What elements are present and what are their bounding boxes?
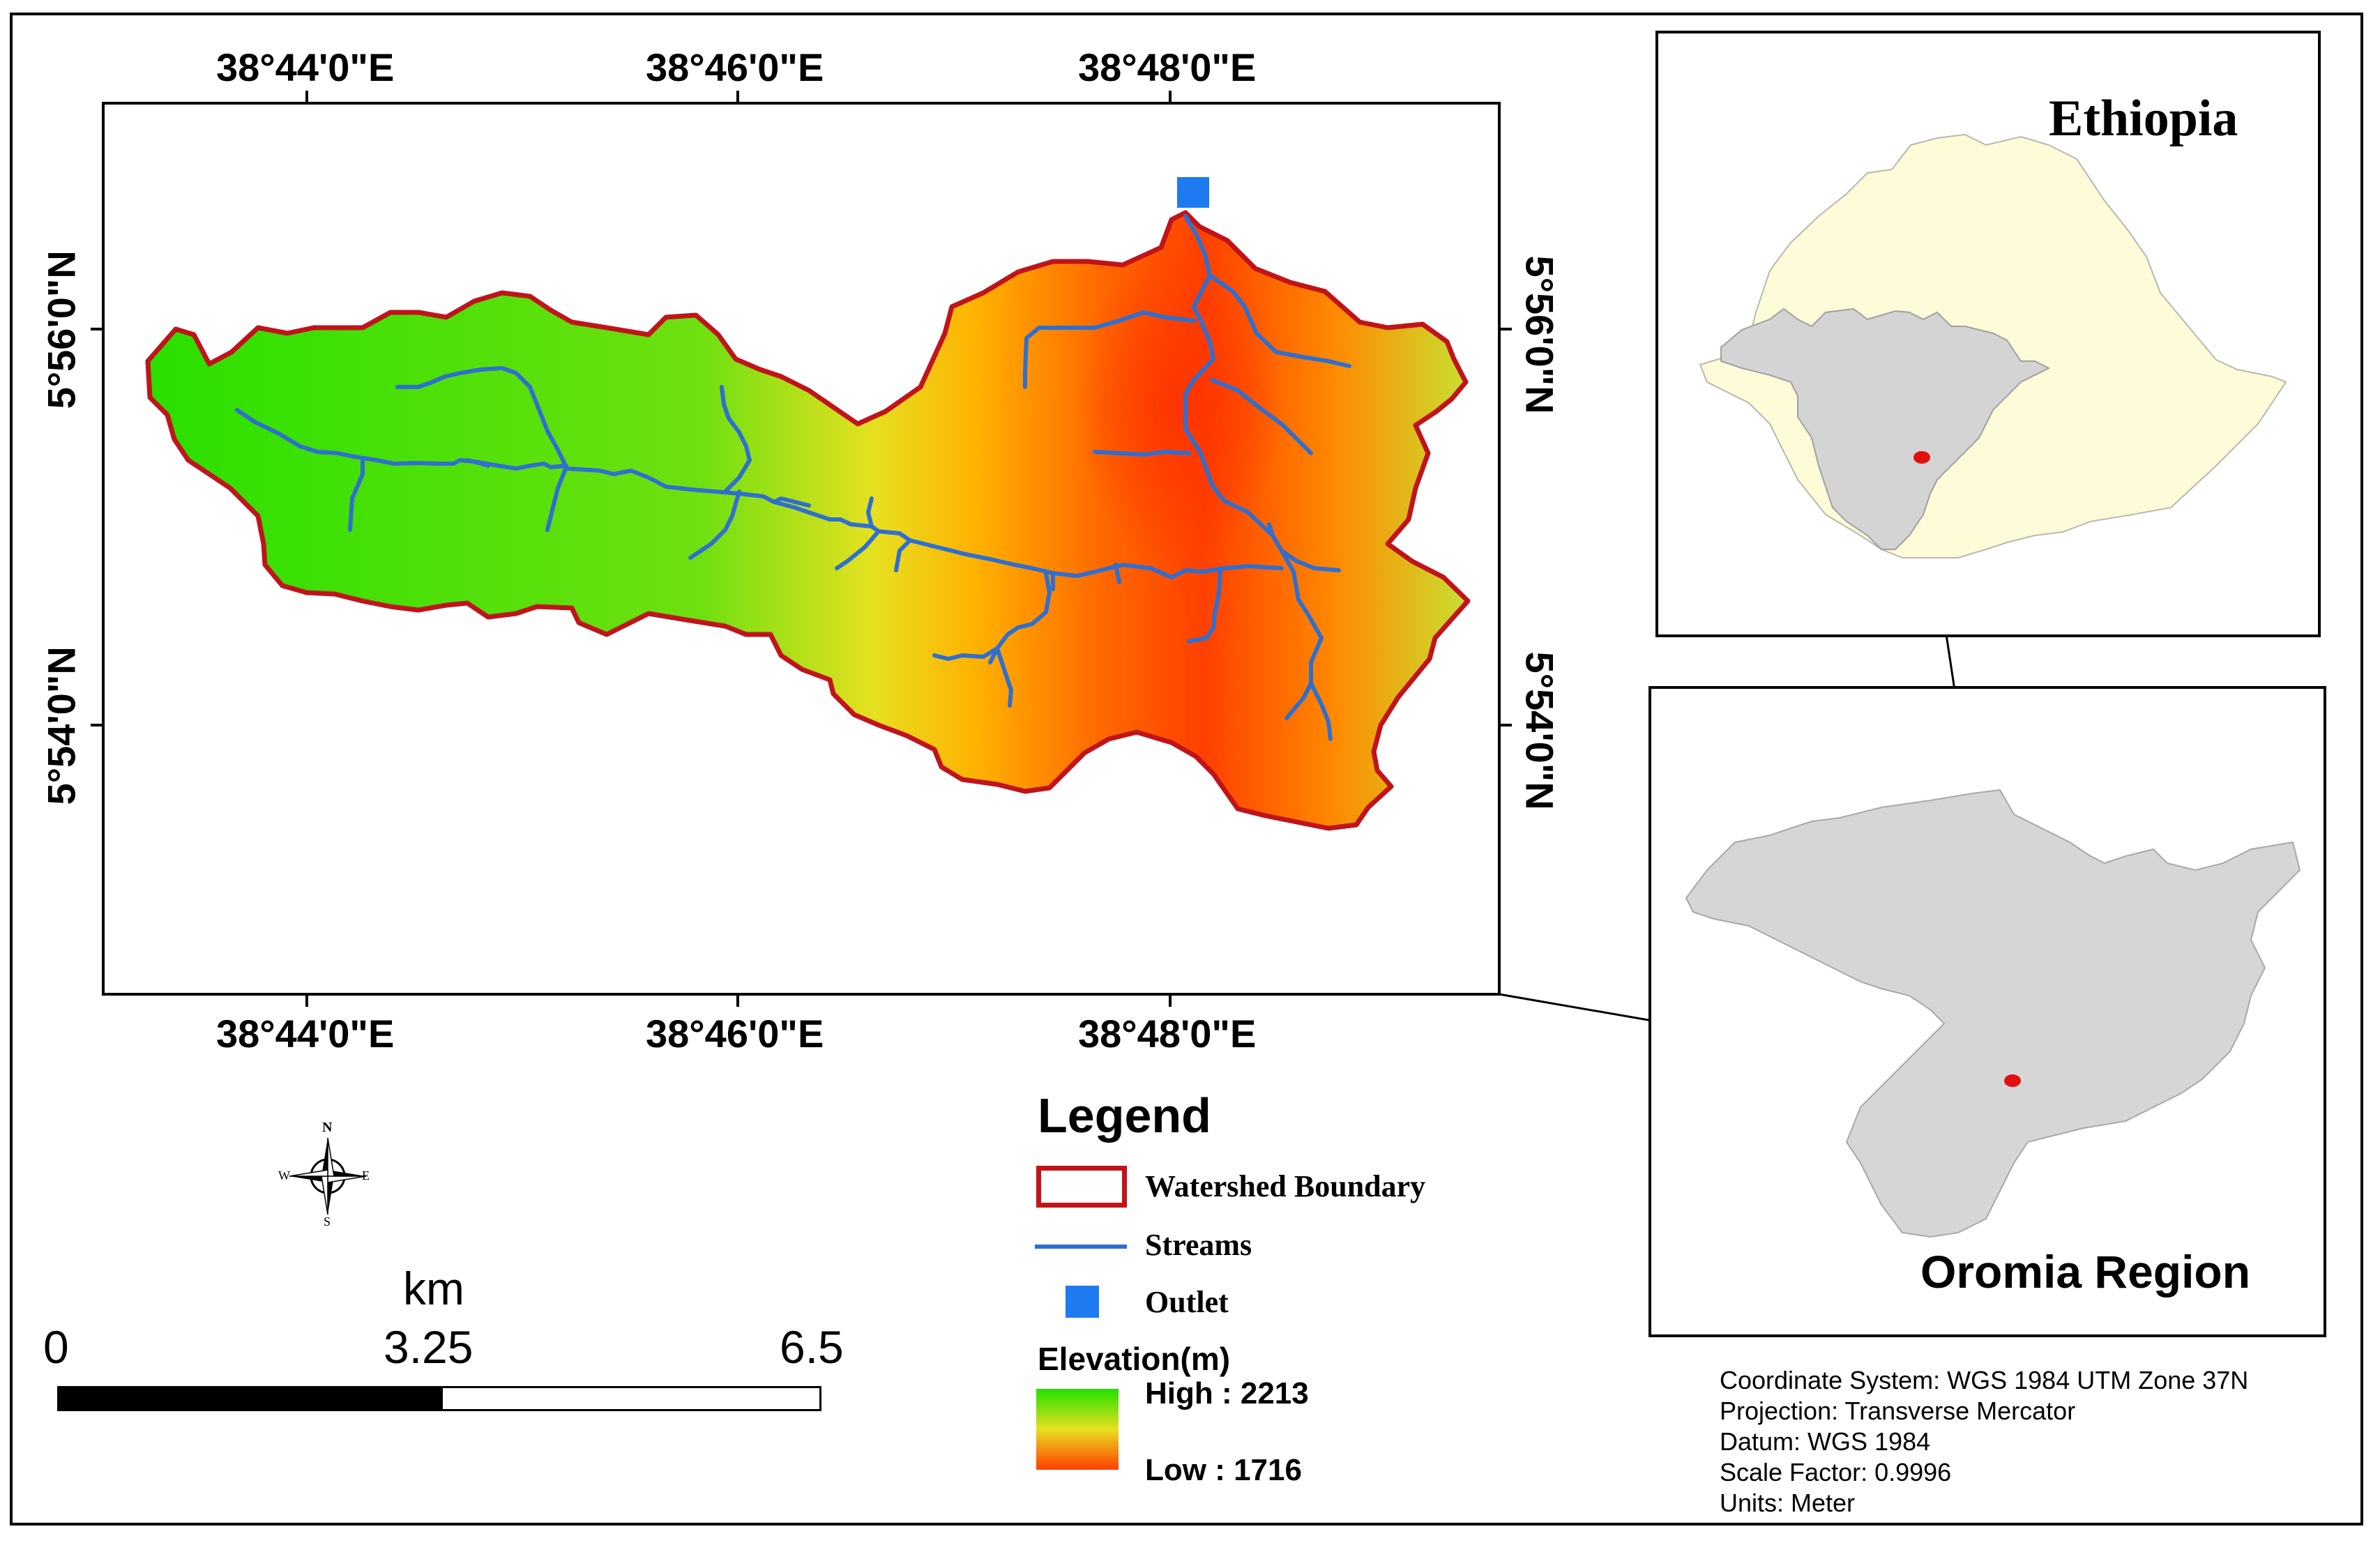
compass-rose-icon — [289, 1137, 367, 1215]
legend-low-label: Low : 1716 — [1145, 1453, 1302, 1487]
lon-label-top-1: 38°44'0"E — [216, 45, 395, 89]
scale-tick-1: 3.25 — [384, 1321, 473, 1373]
scale-bar: km 0 3.25 6.5 — [42, 1262, 879, 1422]
lon-label-bottom-1: 38°44'0"E — [216, 1012, 395, 1056]
outlet-marker — [1177, 177, 1209, 208]
inset-ethiopia-title: Ethiopia — [2049, 90, 2238, 147]
lon-label-top-2: 38°46'0"E — [646, 45, 824, 89]
inset-oromia: Oromia Region — [1648, 686, 2326, 1337]
legend-title: Legend — [1038, 1088, 1211, 1143]
info-line-scale-factor: Scale Factor: 0.9996 — [1720, 1458, 1952, 1486]
scale-tick-2: 6.5 — [780, 1321, 844, 1373]
scale-bar-black — [57, 1386, 441, 1411]
info-line-units: Units: Meter — [1720, 1489, 1856, 1517]
oromia-region-shape — [1720, 307, 2051, 550]
legend-label-streams: Streams — [1145, 1228, 1252, 1262]
scale-bar-white — [441, 1386, 821, 1411]
lon-label-bottom-3: 38°48'0"E — [1078, 1012, 1257, 1056]
north-arrow: N S E W — [275, 1120, 380, 1228]
east-label: E — [362, 1169, 370, 1182]
study-area-marker-oromia — [2004, 1074, 2021, 1087]
legend-swatch-streams — [1035, 1245, 1127, 1249]
legend-high-label: High : 2213 — [1145, 1376, 1309, 1410]
info-line-projection: Projection: Transverse Mercator — [1720, 1397, 2076, 1425]
info-line-datum: Datum: WGS 1984 — [1720, 1427, 1931, 1456]
inset-ethiopia: Ethiopia — [1655, 31, 2321, 637]
ethiopia-map — [1699, 133, 2287, 558]
south-label: S — [324, 1215, 331, 1228]
scale-tick-0: 0 — [43, 1321, 69, 1373]
coordinate-info: Coordinate System: WGS 1984 UTM Zone 37N… — [1720, 1365, 2347, 1519]
legend-label-watershed: Watershed Boundary — [1145, 1169, 1426, 1203]
lat-label-right-1: 5°56'0"N — [1517, 255, 1562, 414]
lon-label-bottom-2: 38°46'0"E — [646, 1012, 824, 1056]
legend-elevation-ramp — [1036, 1389, 1119, 1470]
map-layout-frame — [10, 13, 2363, 1526]
lat-label-right-2: 5°54'0"N — [1517, 651, 1562, 810]
stream-network — [235, 214, 1351, 741]
info-line-coordinate-system: Coordinate System: WGS 1984 UTM Zone 37N — [1720, 1366, 2249, 1394]
oromia-region-detail-shape — [1685, 789, 2301, 1238]
lat-label-left-1: 5°56'0"N — [39, 250, 84, 409]
legend: Legend Watershed Boundary Streams Outlet… — [1032, 1088, 1520, 1506]
lon-label-top-3: 38°48'0"E — [1078, 45, 1257, 89]
west-label: W — [278, 1169, 290, 1182]
oromia-map — [1685, 789, 2301, 1238]
graticule-ticks — [91, 91, 1512, 1007]
legend-label-outlet: Outlet — [1145, 1285, 1229, 1319]
lat-label-left-2: 5°54'0"N — [39, 646, 84, 805]
watershed-boundary — [145, 210, 1471, 831]
legend-swatch-watershed — [1036, 1166, 1127, 1208]
north-label: N — [322, 1120, 333, 1135]
scale-unit: km — [403, 1263, 464, 1314]
inset-oromia-title: Oromia Region — [1920, 1246, 2251, 1298]
legend-swatch-outlet — [1066, 1286, 1099, 1318]
legend-elevation-title: Elevation(m) — [1038, 1341, 1231, 1377]
study-area-marker — [1913, 451, 1930, 464]
